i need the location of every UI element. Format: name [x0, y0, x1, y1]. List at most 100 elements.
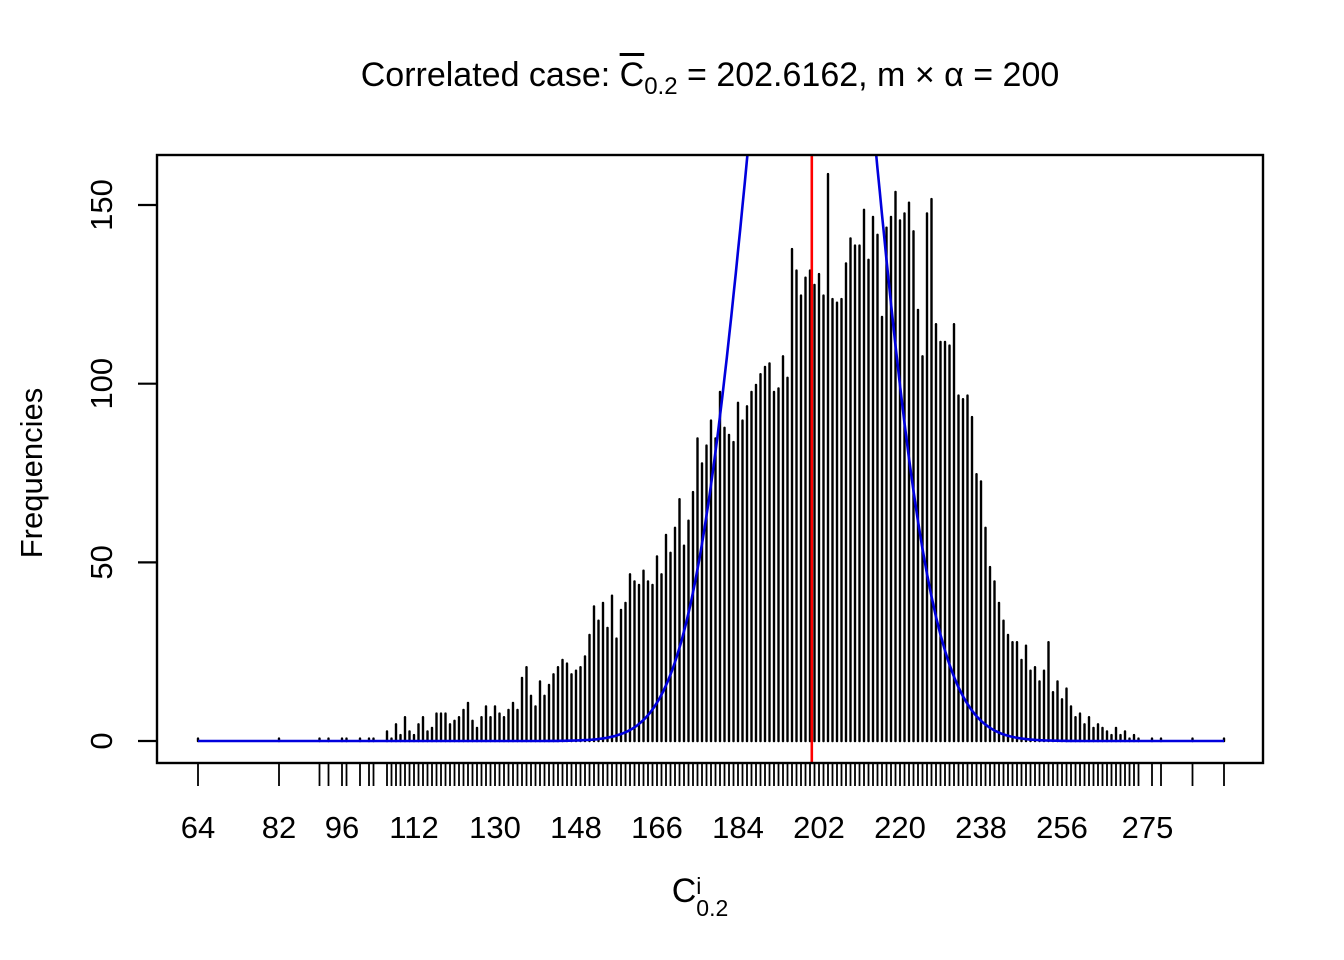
histogram-bar: [979, 480, 983, 743]
histogram-bar: [417, 723, 420, 743]
histogram-bar: [948, 344, 951, 743]
histogram-bar: [426, 730, 429, 743]
histogram-bar: [867, 258, 870, 743]
histogram-bar: [871, 215, 875, 743]
histogram-bar: [664, 533, 668, 743]
histogram-bar: [799, 294, 803, 743]
histogram-bar: [853, 244, 857, 743]
histogram-bar: [813, 283, 816, 743]
histogram-bar: [750, 390, 753, 743]
histogram-bar: [1024, 644, 1028, 743]
histogram-bar: [660, 573, 663, 743]
histogram-bar: [718, 390, 722, 743]
x-tick-label: 112: [389, 810, 438, 845]
histogram-bar: [565, 662, 569, 743]
histogram-bar: [439, 712, 443, 743]
histogram-bar: [484, 705, 488, 743]
title-cbar-subscript: 0.2: [644, 73, 678, 100]
histogram-bar: [646, 580, 650, 743]
histogram-bar: [696, 437, 699, 743]
histogram-bar: [601, 601, 605, 743]
histogram-bar: [1033, 666, 1037, 743]
histogram-bar: [511, 701, 515, 743]
histogram-bar: [997, 601, 1001, 743]
histogram-bar: [1042, 669, 1046, 743]
histogram-bar: [453, 719, 456, 743]
histogram-bar: [619, 608, 623, 743]
histogram-bar: [894, 190, 897, 743]
histogram-bar: [1078, 712, 1082, 743]
x-tick-label: 275: [1122, 810, 1174, 845]
histogram-bar: [741, 419, 744, 743]
x-tick-label: 184: [712, 810, 764, 845]
histogram-bar: [1101, 726, 1104, 743]
histogram-bar: [682, 544, 686, 743]
histogram-bar: [448, 723, 452, 743]
histogram-bar: [403, 716, 407, 743]
histogram-bar: [705, 444, 708, 743]
x-tick-label: 64: [181, 810, 215, 845]
y-tick-label: 150: [84, 179, 119, 231]
x-tick-label: 148: [550, 810, 602, 845]
histogram-bar: [1056, 680, 1059, 743]
histogram-bar: [1114, 726, 1118, 743]
histogram-bar: [817, 272, 821, 743]
histogram-bar: [714, 437, 717, 743]
histogram-bar: [907, 201, 911, 743]
histogram-bar: [1083, 723, 1086, 743]
histogram-bar: [903, 212, 906, 743]
y-tick-label: 100: [84, 358, 119, 410]
histogram-bar: [840, 297, 843, 743]
histogram-bar: [673, 526, 677, 743]
histogram-bar: [642, 569, 645, 743]
histogram-bar: [385, 730, 389, 743]
histogram-bar: [466, 701, 470, 743]
x-tick-label: 220: [874, 810, 926, 845]
x-tick-label: 96: [325, 810, 359, 845]
histogram-bar: [394, 723, 398, 743]
histogram-bar: [772, 390, 776, 743]
histogram-bar: [628, 573, 632, 743]
histogram-bar: [1051, 691, 1055, 743]
histogram-bar: [1065, 687, 1068, 743]
histogram-bar: [889, 215, 893, 743]
histogram-bar: [849, 237, 852, 743]
title-alpha-segment: α: [934, 56, 964, 94]
title-times-symbol: ×: [914, 56, 935, 94]
histogram-bar: [435, 712, 438, 743]
histogram-bar: [597, 619, 600, 743]
histogram-bar: [898, 219, 902, 743]
histogram-bar: [1092, 726, 1095, 743]
histogram-bar: [592, 605, 596, 743]
histogram-bar: [957, 394, 960, 743]
histogram-bar: [507, 708, 510, 743]
histogram-bar: [1087, 716, 1091, 743]
histogram-bar: [529, 694, 533, 743]
x-axis-rug-ticks: [197, 764, 1225, 786]
histogram-bar: [727, 433, 731, 743]
histogram-bar: [480, 716, 483, 743]
histogram-bar: [489, 716, 492, 743]
histogram-bar: [1096, 723, 1100, 743]
histogram-bar: [651, 583, 654, 743]
histogram-bar: [462, 708, 465, 743]
y-tick-label: 0: [84, 732, 119, 749]
x-tick-label: 166: [631, 810, 683, 845]
histogram-bar: [588, 633, 591, 743]
histogram-bar: [790, 247, 794, 743]
histogram-bar: [876, 233, 879, 743]
x-tick-label: 82: [262, 810, 296, 845]
x-tick-label: 238: [955, 810, 1007, 845]
histogram-bar: [691, 490, 695, 743]
histogram-bar: [493, 705, 497, 743]
histogram-bar: [547, 683, 551, 743]
histogram-bar: [655, 555, 659, 743]
histogram-bar: [570, 673, 573, 743]
x-tick-label: 256: [1036, 810, 1088, 845]
histogram-bar: [786, 376, 789, 743]
histogram-bar: [633, 580, 636, 743]
histogram-bar: [1015, 641, 1019, 743]
histogram-bar: [678, 498, 681, 743]
title-target-segment: = 200: [963, 56, 1060, 94]
